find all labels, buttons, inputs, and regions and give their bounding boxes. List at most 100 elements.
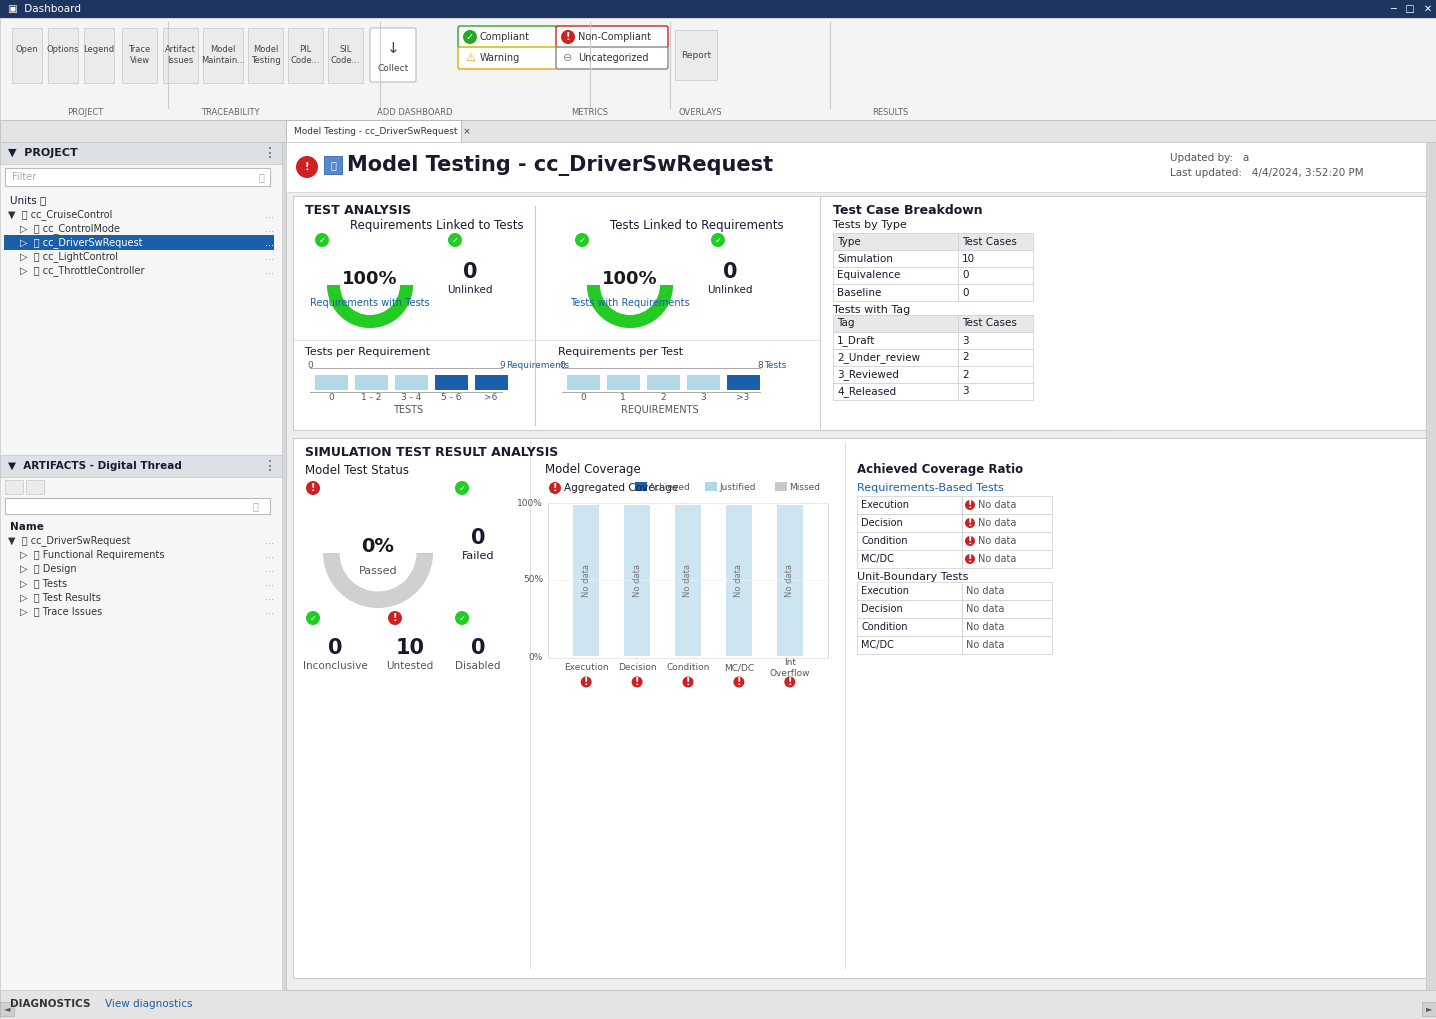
Text: View diagnostics: View diagnostics bbox=[105, 999, 192, 1009]
Text: 0: 0 bbox=[580, 392, 586, 401]
Text: No data: No data bbox=[684, 564, 692, 597]
Text: No data: No data bbox=[966, 604, 1004, 614]
Text: 0: 0 bbox=[962, 287, 968, 298]
FancyBboxPatch shape bbox=[958, 267, 1032, 284]
Text: ✓: ✓ bbox=[465, 32, 474, 42]
Text: Requirements: Requirements bbox=[505, 361, 569, 370]
Text: View: View bbox=[129, 56, 149, 65]
Text: 100%: 100% bbox=[342, 270, 398, 288]
Text: ▷  📊 cc_ControlMode: ▷ 📊 cc_ControlMode bbox=[20, 223, 121, 234]
Text: Tag: Tag bbox=[837, 319, 854, 328]
Text: Tests with Tag: Tests with Tag bbox=[833, 305, 910, 315]
Text: REQUIREMENTS: REQUIREMENTS bbox=[622, 405, 699, 415]
Text: 2: 2 bbox=[962, 370, 969, 379]
Text: ⋮: ⋮ bbox=[263, 146, 277, 160]
FancyBboxPatch shape bbox=[286, 142, 1426, 192]
Text: 0%: 0% bbox=[528, 653, 543, 662]
FancyBboxPatch shape bbox=[293, 438, 1426, 978]
Text: Artifact: Artifact bbox=[165, 45, 195, 54]
FancyBboxPatch shape bbox=[567, 375, 600, 390]
FancyBboxPatch shape bbox=[958, 250, 1032, 267]
Text: ▷  📊 cc_LightControl: ▷ 📊 cc_LightControl bbox=[20, 252, 118, 263]
Circle shape bbox=[632, 677, 642, 688]
Text: ...: ... bbox=[264, 578, 273, 588]
Text: Test Case Breakdown: Test Case Breakdown bbox=[833, 204, 982, 216]
FancyBboxPatch shape bbox=[0, 0, 1436, 18]
Text: ✓: ✓ bbox=[451, 235, 458, 245]
Wedge shape bbox=[327, 285, 414, 328]
Text: Non-Compliant: Non-Compliant bbox=[579, 32, 651, 42]
Text: ▷  📊 cc_DriverSwRequest: ▷ 📊 cc_DriverSwRequest bbox=[20, 237, 142, 249]
Text: !: ! bbox=[737, 677, 741, 687]
Text: Tests per Requirement: Tests per Requirement bbox=[304, 347, 431, 357]
Text: Decision: Decision bbox=[862, 518, 903, 528]
Text: Condition: Condition bbox=[862, 622, 908, 632]
Text: ▷  📊 Test Results: ▷ 📊 Test Results bbox=[20, 592, 101, 602]
FancyBboxPatch shape bbox=[958, 233, 1032, 250]
Text: ...: ... bbox=[264, 224, 273, 234]
FancyBboxPatch shape bbox=[0, 142, 281, 164]
Text: ...: ... bbox=[264, 606, 273, 616]
Text: RESULTS: RESULTS bbox=[872, 107, 908, 116]
Text: Justified: Justified bbox=[719, 483, 755, 491]
Text: Code...: Code... bbox=[290, 56, 320, 65]
Text: ▷  📊 cc_ThrottleController: ▷ 📊 cc_ThrottleController bbox=[20, 266, 145, 276]
Text: !: ! bbox=[968, 500, 972, 510]
Text: TESTS: TESTS bbox=[393, 405, 424, 415]
Text: No data: No data bbox=[582, 564, 590, 597]
Text: ▼  📊 cc_DriverSwRequest: ▼ 📊 cc_DriverSwRequest bbox=[9, 536, 131, 546]
Circle shape bbox=[296, 156, 317, 178]
Circle shape bbox=[448, 233, 462, 247]
Text: Inconclusive: Inconclusive bbox=[303, 661, 368, 671]
FancyBboxPatch shape bbox=[549, 503, 829, 658]
FancyBboxPatch shape bbox=[857, 532, 962, 550]
Text: Collect: Collect bbox=[378, 63, 409, 72]
Circle shape bbox=[682, 677, 694, 688]
Text: Code...: Code... bbox=[330, 56, 360, 65]
Text: ✓: ✓ bbox=[579, 235, 586, 245]
FancyBboxPatch shape bbox=[857, 618, 962, 636]
Text: Model Testing - cc_DriverSwRequest  ×: Model Testing - cc_DriverSwRequest × bbox=[294, 126, 471, 136]
Circle shape bbox=[574, 233, 589, 247]
FancyBboxPatch shape bbox=[327, 28, 363, 83]
Text: !: ! bbox=[968, 536, 972, 546]
Text: 0: 0 bbox=[722, 262, 737, 282]
Circle shape bbox=[711, 233, 725, 247]
FancyBboxPatch shape bbox=[833, 284, 958, 301]
Text: Execution: Execution bbox=[862, 500, 909, 510]
FancyBboxPatch shape bbox=[83, 28, 113, 83]
Text: Model Coverage: Model Coverage bbox=[546, 464, 640, 477]
Text: PIL: PIL bbox=[299, 45, 312, 54]
Text: No data: No data bbox=[978, 536, 1017, 546]
FancyBboxPatch shape bbox=[293, 196, 1104, 430]
Text: ADD DASHBOARD: ADD DASHBOARD bbox=[378, 107, 452, 116]
FancyBboxPatch shape bbox=[289, 28, 323, 83]
FancyBboxPatch shape bbox=[0, 990, 1436, 1019]
FancyBboxPatch shape bbox=[857, 600, 962, 618]
Text: Test Cases: Test Cases bbox=[962, 236, 1017, 247]
Text: No data: No data bbox=[966, 622, 1004, 632]
Text: Tests: Tests bbox=[764, 361, 787, 370]
FancyBboxPatch shape bbox=[857, 582, 962, 600]
Text: ...: ... bbox=[264, 266, 273, 276]
Text: ✓: ✓ bbox=[715, 235, 721, 245]
Text: 3: 3 bbox=[962, 335, 969, 345]
Text: Condition: Condition bbox=[862, 536, 908, 546]
Text: Missed: Missed bbox=[788, 483, 820, 491]
Text: Requirements Linked to Tests: Requirements Linked to Tests bbox=[350, 218, 524, 231]
Text: Report: Report bbox=[681, 51, 711, 59]
Text: Uncategorized: Uncategorized bbox=[579, 53, 649, 63]
Text: Unit-Boundary Tests: Unit-Boundary Tests bbox=[857, 572, 968, 582]
Text: ▷  📊 Functional Requirements: ▷ 📊 Functional Requirements bbox=[20, 550, 165, 560]
Text: Decision: Decision bbox=[862, 604, 903, 614]
Circle shape bbox=[549, 482, 561, 494]
FancyBboxPatch shape bbox=[962, 550, 1053, 568]
Text: No data: No data bbox=[966, 640, 1004, 650]
Text: Simulation: Simulation bbox=[837, 254, 893, 264]
Text: ─   □   ✕: ─ □ ✕ bbox=[1390, 4, 1432, 14]
Text: 10: 10 bbox=[395, 638, 425, 658]
FancyBboxPatch shape bbox=[727, 505, 751, 656]
Text: !: ! bbox=[968, 554, 972, 564]
Text: !: ! bbox=[566, 32, 570, 42]
Text: ▼  📊 cc_CruiseControl: ▼ 📊 cc_CruiseControl bbox=[9, 210, 112, 220]
